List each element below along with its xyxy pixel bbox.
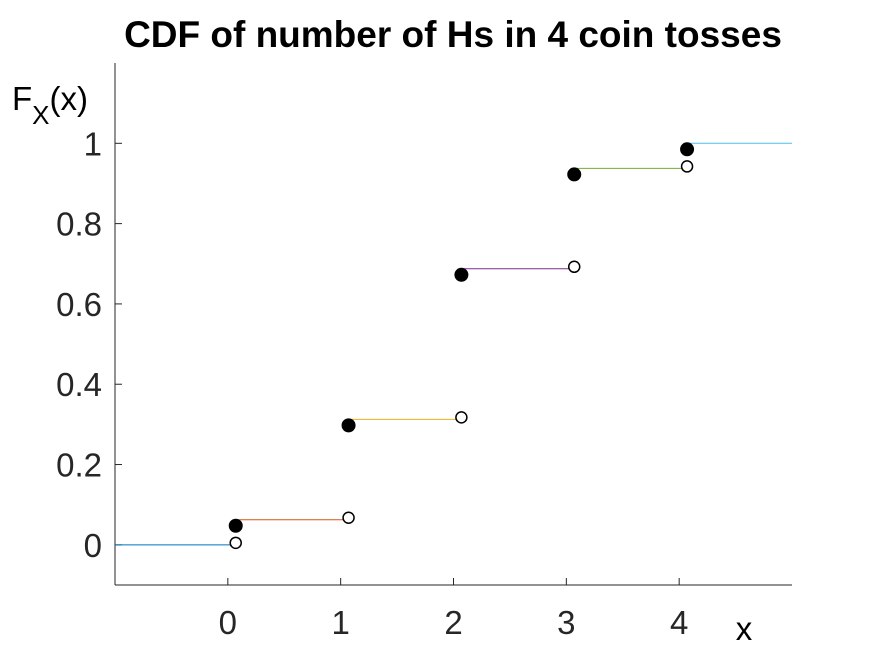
x-tick-label: 2 [444,604,462,641]
markers [228,142,695,550]
open-point [229,536,242,550]
open-point [455,411,468,424]
y-tick-label: 0 [84,527,102,564]
open-point [567,260,581,274]
y-axis-label-suffix: (x) [50,80,88,117]
x-tick-label: 1 [331,604,349,641]
closed-point [680,142,695,157]
y-tick-label: 0.4 [56,366,102,403]
y-tick-label: 0.6 [56,286,102,323]
closed-point [341,418,356,433]
open-point [342,511,355,524]
open-point [680,160,694,173]
closed-point [567,167,582,182]
x-axis-label: x [736,610,753,647]
closed-point [228,518,243,533]
y-axis-label: FX(x) [12,80,88,130]
y-axis-label-main: F [12,80,32,117]
y-tick-label: 1 [84,125,102,162]
y-tick-label: 0.2 [56,447,102,484]
y-axis-label-sub: X [32,100,49,130]
step-lines [115,142,792,546]
chart-title: CDF of number of Hs in 4 coin tosses [124,14,782,55]
y-tick-label: 0.8 [56,206,102,243]
x-tick-label: 3 [557,604,575,641]
x-tick-label: 4 [670,604,688,641]
axes: 0 1 2 3 4 0 0.2 0.4 0.6 0.8 1 [56,63,792,641]
x-tick-label: 0 [219,604,237,641]
closed-point [454,267,469,282]
